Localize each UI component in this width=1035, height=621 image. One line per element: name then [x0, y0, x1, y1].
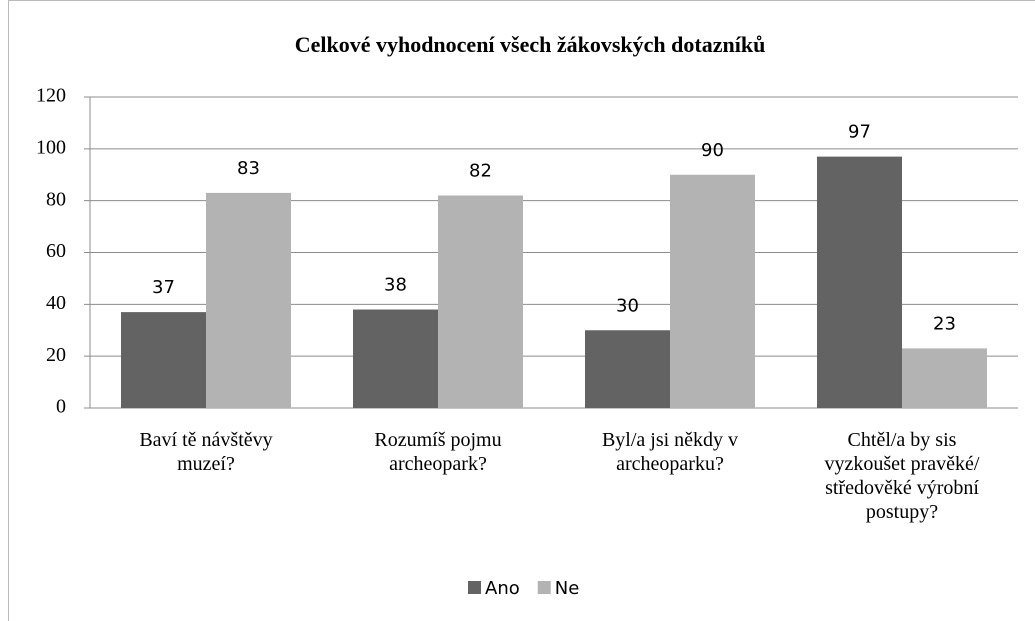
bar — [438, 195, 523, 408]
value-label: 90 — [701, 140, 724, 161]
bar — [585, 330, 670, 408]
bar — [670, 174, 755, 408]
value-label: 30 — [616, 295, 639, 316]
y-tick-label: 0 — [56, 396, 66, 418]
x-tick-label: Chtěl/a by sis vyzkoušet pravěké/ středo… — [824, 429, 980, 523]
bar — [353, 309, 438, 408]
x-tick-label: Baví tě návštěvy muzeí? — [139, 429, 273, 475]
value-label: 38 — [384, 275, 407, 296]
bar — [206, 192, 291, 408]
chart-border — [8, 0, 1035, 621]
x-tick-label: Rozumíš pojmu archeopark? — [374, 429, 502, 475]
legend-swatch — [537, 581, 551, 594]
chart-title: Celkové vyhodnocení všech žákovských dot… — [295, 32, 766, 57]
y-tick-label: 40 — [46, 292, 66, 314]
legend-swatch — [468, 581, 481, 594]
bar — [121, 312, 206, 408]
value-label: 82 — [469, 160, 492, 181]
y-tick-label: 100 — [36, 136, 66, 158]
y-tick-label: 20 — [46, 344, 66, 366]
legend-label: Ano — [485, 578, 520, 599]
value-label: 23 — [933, 313, 956, 334]
value-label: 83 — [237, 158, 260, 179]
legend-label: Ne — [555, 578, 580, 599]
y-tick-label: 120 — [36, 85, 66, 107]
value-label: 97 — [848, 122, 871, 143]
bar — [902, 348, 987, 408]
y-tick-label: 80 — [46, 188, 66, 210]
x-tick-label: Byl/a jsi někdy v archeoparku? — [601, 429, 739, 475]
y-tick-label: 60 — [46, 240, 66, 262]
bar — [817, 156, 902, 408]
value-label: 37 — [152, 277, 175, 298]
